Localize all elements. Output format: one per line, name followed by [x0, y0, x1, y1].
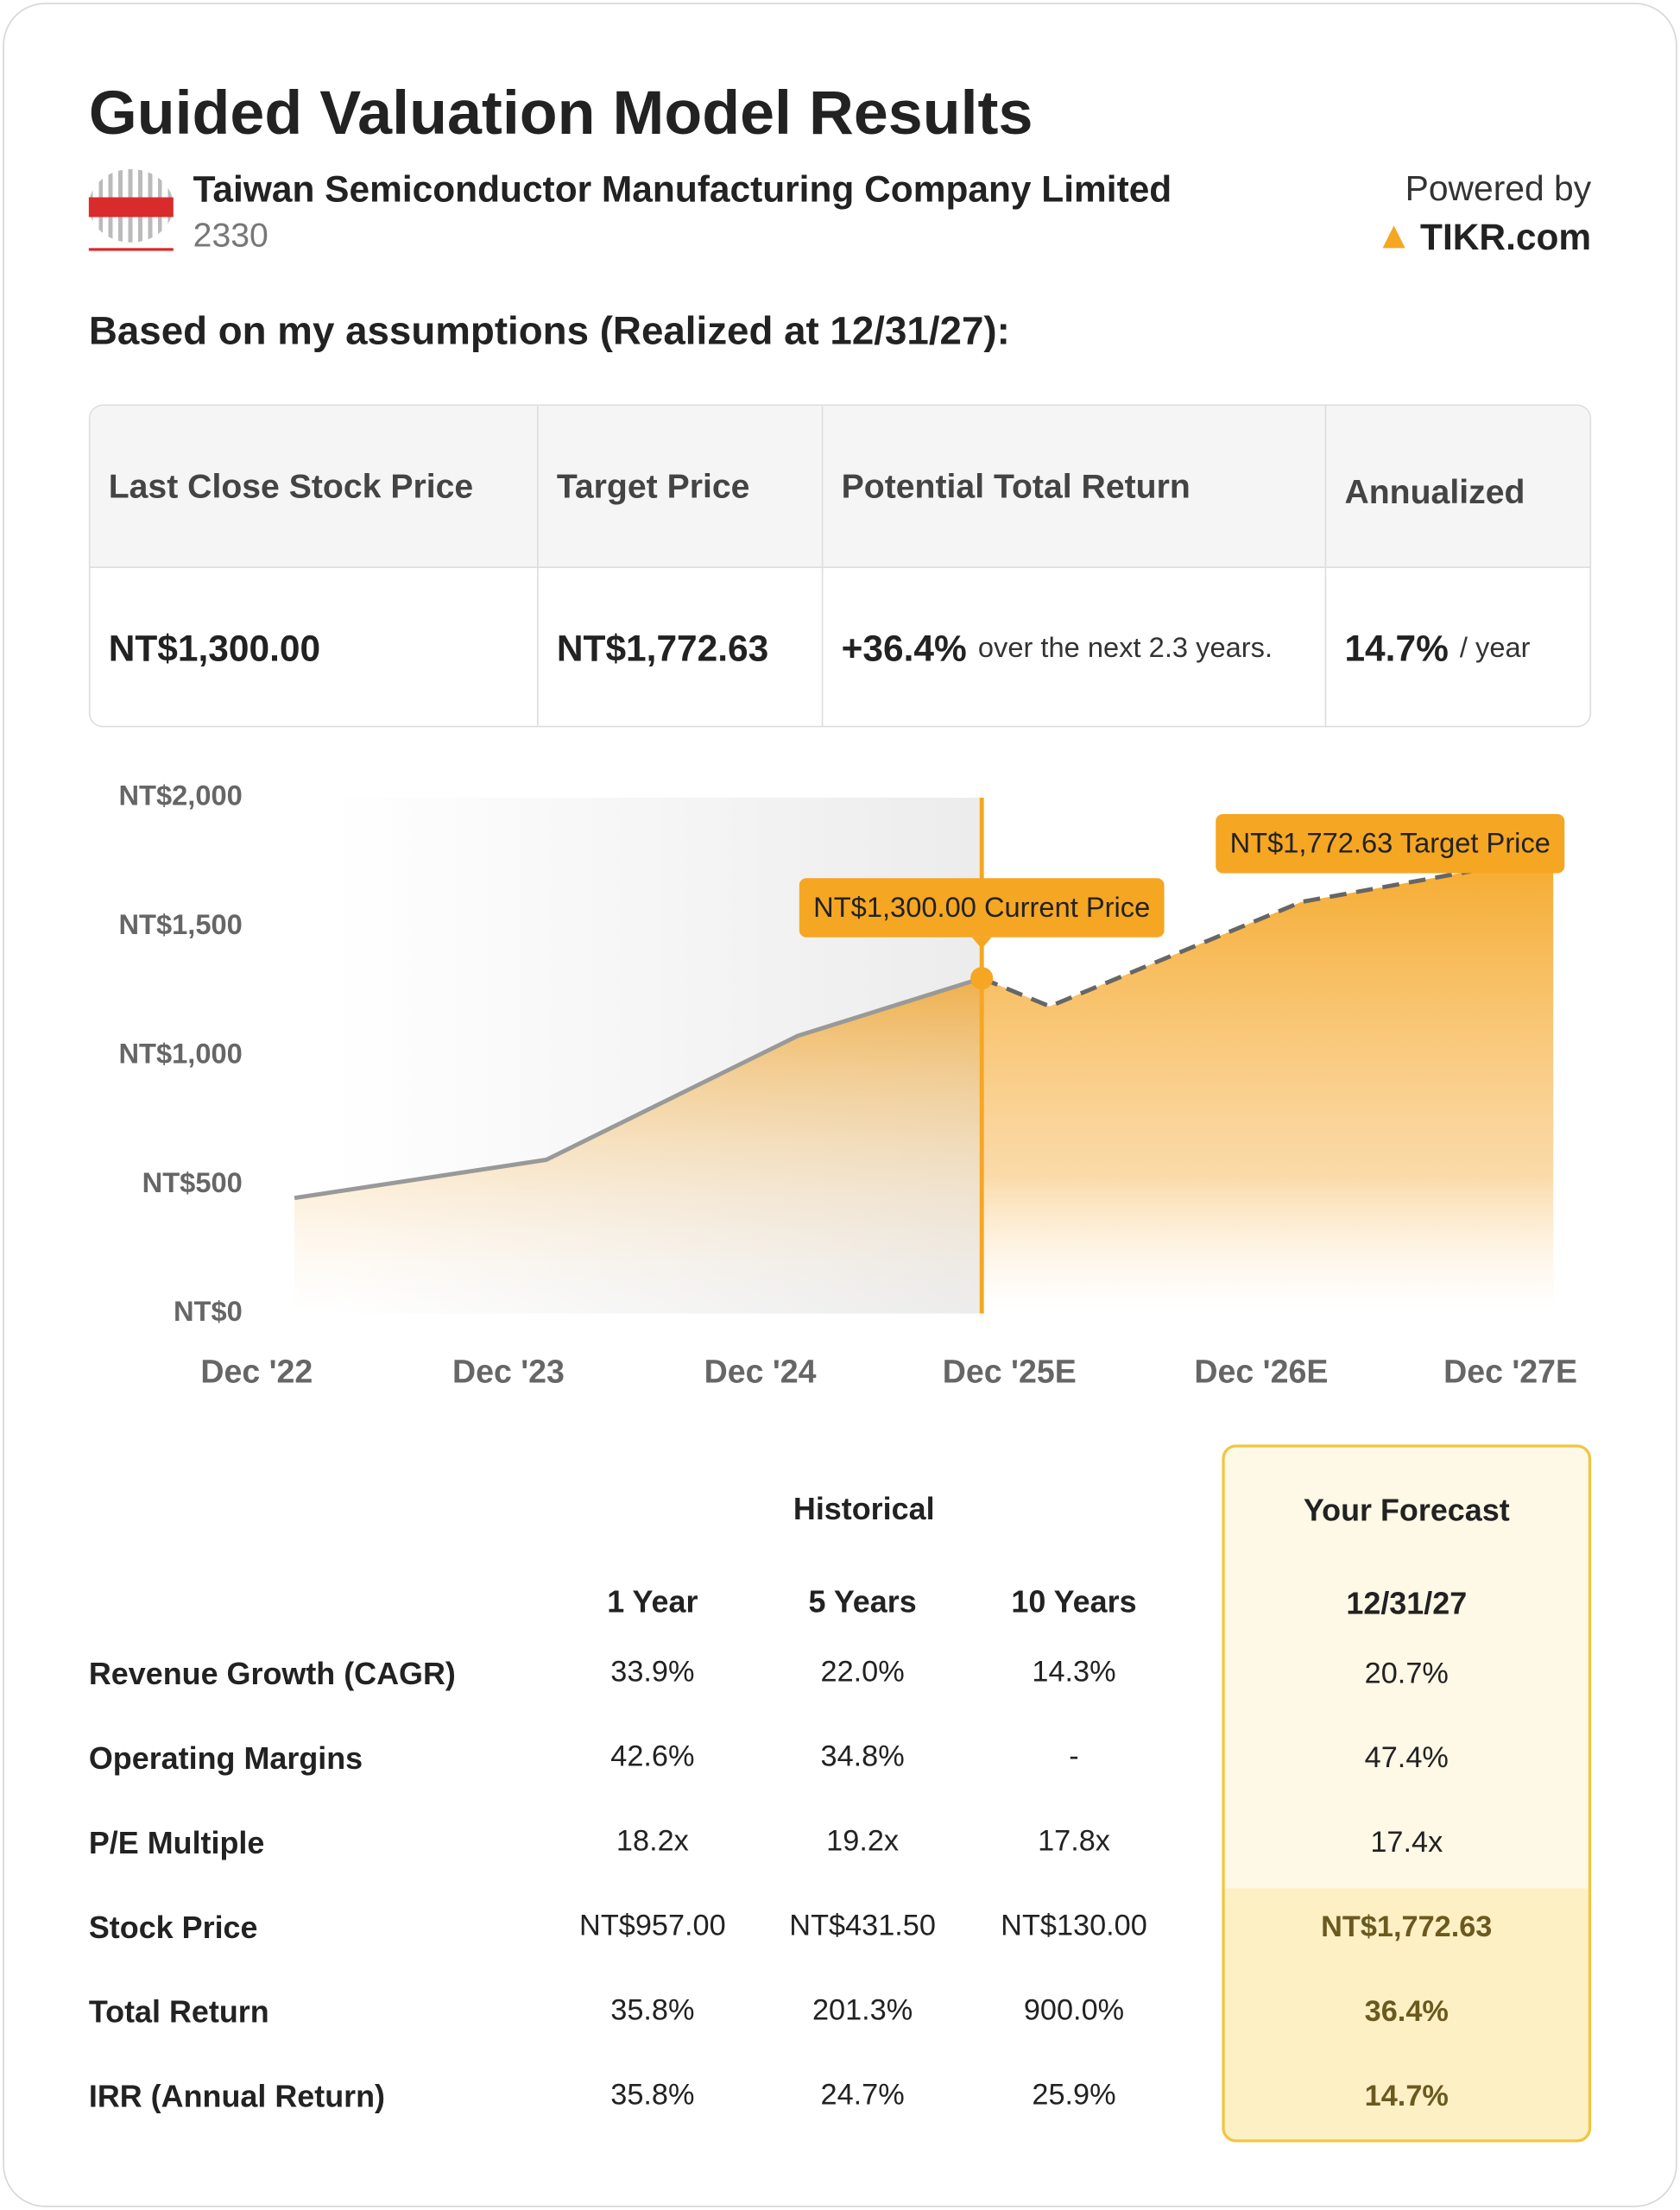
assumptions-heading: Based on my assumptions (Realized at 12/…: [88, 308, 1010, 353]
cell-value: 42.6%: [610, 1740, 695, 1773]
x-tick-label: Dec '26E: [1194, 1354, 1328, 1390]
value-main: NT$1,772.63: [556, 626, 769, 669]
cell-value: 24.7%: [820, 2079, 905, 2112]
annotation-label: NT$1,300.00 Current Price: [813, 891, 1150, 923]
column-header: 1 Year: [607, 1583, 698, 1620]
header-label: Last Close Stock Price: [108, 467, 474, 506]
cell-value: 17.8x: [1038, 1825, 1110, 1858]
brand-icon: [1382, 225, 1405, 249]
column-header: 12/31/27: [1346, 1585, 1468, 1621]
row-label: Total Return: [88, 1994, 269, 2030]
y-tick-label: NT$1,500: [118, 908, 242, 940]
column-header: 5 Years: [808, 1583, 917, 1620]
brand: TIKR.com: [1420, 215, 1592, 258]
cell-value: 19.2x: [826, 1825, 900, 1858]
cell-value: 17.4x: [1370, 1826, 1443, 1860]
cell-value: 201.3%: [812, 1994, 913, 2027]
area: [294, 978, 982, 1314]
x-tick-label: Dec '24: [704, 1354, 817, 1390]
y-tick-label: NT$0: [174, 1295, 243, 1327]
y-tick-label: NT$1,000: [118, 1037, 242, 1069]
cell-value: -: [1069, 1740, 1079, 1773]
value-cell: NT$1,772.63: [537, 567, 822, 726]
company-name: Taiwan Semiconductor Manufacturing Compa…: [193, 167, 1172, 211]
cell-value: NT$130.00: [1001, 1910, 1147, 1942]
x-tick-label: Dec '27E: [1443, 1354, 1577, 1390]
cell-value: 900.0%: [1023, 1994, 1125, 2027]
value-main: 14.7%: [1344, 626, 1449, 669]
annotation-box: [799, 878, 1165, 938]
header-label: Annualized: [1344, 472, 1525, 511]
annotation-pointer: [971, 937, 992, 949]
cell-value: 18.2x: [616, 1825, 689, 1858]
title: Guided Valuation Model Results: [88, 79, 1033, 148]
x-tick-label: Dec '22: [200, 1354, 313, 1390]
cell-value: 14.7%: [1364, 2080, 1449, 2113]
ticker: 2330: [193, 217, 268, 256]
annotation-label: NT$1,772.63 Target Price: [1230, 827, 1551, 859]
value-note: / year: [1459, 632, 1531, 664]
logo-underline: [88, 248, 174, 251]
group-header: Your Forecast: [1303, 1492, 1510, 1528]
y-tick-label: NT$2,000: [118, 780, 242, 811]
header-cell: Last Close Stock Price: [90, 406, 538, 568]
cell-value: 47.4%: [1364, 1741, 1449, 1775]
header-cell: Potential Total Return: [821, 406, 1325, 568]
x-tick-label: Dec '23: [452, 1354, 565, 1390]
column-header: 10 Years: [1011, 1583, 1137, 1620]
cell-value: 20.7%: [1364, 1657, 1449, 1690]
summary-table: Last Close Stock Price NT$1,300.00 Target …: [88, 404, 1592, 728]
value-cell: NT$1,300.00: [90, 568, 537, 726]
y-tick-label: NT$500: [142, 1166, 243, 1198]
cell-value: 25.9%: [1032, 2079, 1116, 2112]
value-main: +36.4%: [841, 626, 967, 669]
logo: [88, 168, 174, 243]
annotation-box: [1216, 813, 1565, 874]
line: [981, 854, 1554, 1009]
header-text: Last Close Stock Price: [109, 458, 488, 515]
cell-value: NT$957.00: [579, 1910, 726, 1942]
cell-value: 36.4%: [1364, 1995, 1449, 2029]
row-label: P/E Multiple: [88, 1825, 265, 1860]
row-label: Stock Price: [88, 1910, 258, 1945]
line: [294, 976, 982, 1201]
cell-value: 35.8%: [610, 1994, 695, 2027]
value-note: over the next 2.3 years.: [977, 632, 1273, 664]
value-cell: +36.4% over the next 2.3 years.: [821, 567, 1325, 726]
cell-value: 14.3%: [1032, 1656, 1116, 1689]
value-cell: 14.7% / year: [1324, 567, 1590, 726]
powered-by: Powered by: [1405, 168, 1592, 209]
value-main: NT$1,300.00: [108, 626, 321, 669]
header-text: Potential Total Return: [842, 458, 1204, 515]
row-label: IRR (Annual Return): [88, 2079, 386, 2114]
cell-value: NT$431.50: [789, 1910, 936, 1942]
header-cell: Annualized: [1324, 406, 1590, 568]
header-text: Target Price: [557, 458, 764, 515]
forecast-box: [1222, 1444, 1592, 2143]
header-cell: Target Price: [537, 406, 822, 568]
cell-value: 22.0%: [820, 1656, 905, 1689]
area: [982, 856, 1554, 1314]
row-label: Revenue Growth (CAGR): [88, 1656, 456, 1692]
group-header: Historical: [793, 1491, 935, 1527]
header-text: Annualized: [1344, 451, 1538, 521]
header-label: Potential Total Return: [841, 467, 1191, 506]
cell-value: NT$1,772.63: [1321, 1910, 1493, 1944]
cell-value: 34.8%: [820, 1740, 905, 1773]
current-point: [970, 967, 994, 990]
header-label: Target Price: [556, 467, 750, 506]
row-label: Operating Margins: [88, 1740, 363, 1777]
x-tick-label: Dec '25E: [943, 1354, 1077, 1390]
cell-value: 33.9%: [610, 1656, 695, 1689]
cell-value: 35.8%: [610, 2079, 695, 2112]
